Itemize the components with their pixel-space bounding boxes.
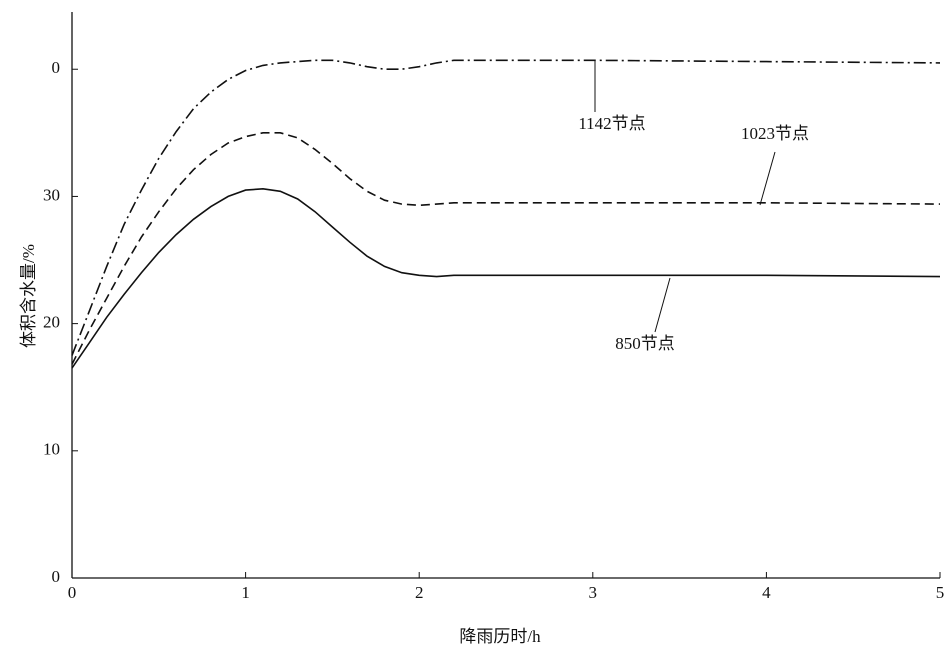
series-line — [71, 132, 941, 365]
y-tick-label: 10 — [43, 440, 60, 459]
series-line — [71, 187, 941, 369]
y-axis-label: 体积含水量/% — [19, 244, 38, 348]
x-tick-label: 0 — [68, 583, 77, 602]
leader-line — [759, 151, 776, 206]
series-line — [71, 59, 941, 356]
y-tick-label: 20 — [43, 313, 60, 332]
series-label: 850节点 — [615, 334, 675, 353]
x-tick-label: 3 — [589, 583, 598, 602]
series-label: 1023节点 — [741, 124, 809, 143]
x-tick-label: 1 — [241, 583, 250, 602]
x-axis-label: 降雨历时/h — [459, 627, 541, 646]
y-tick-label: 0 — [52, 58, 61, 77]
x-tick-label: 2 — [415, 583, 424, 602]
x-tick-label: 5 — [936, 583, 945, 602]
x-tick-label: 4 — [762, 583, 771, 602]
leader-line — [654, 277, 671, 333]
y-tick-label: 0 — [52, 567, 61, 586]
y-tick-label: 30 — [43, 185, 60, 204]
series-label: 1142节点 — [578, 114, 645, 133]
